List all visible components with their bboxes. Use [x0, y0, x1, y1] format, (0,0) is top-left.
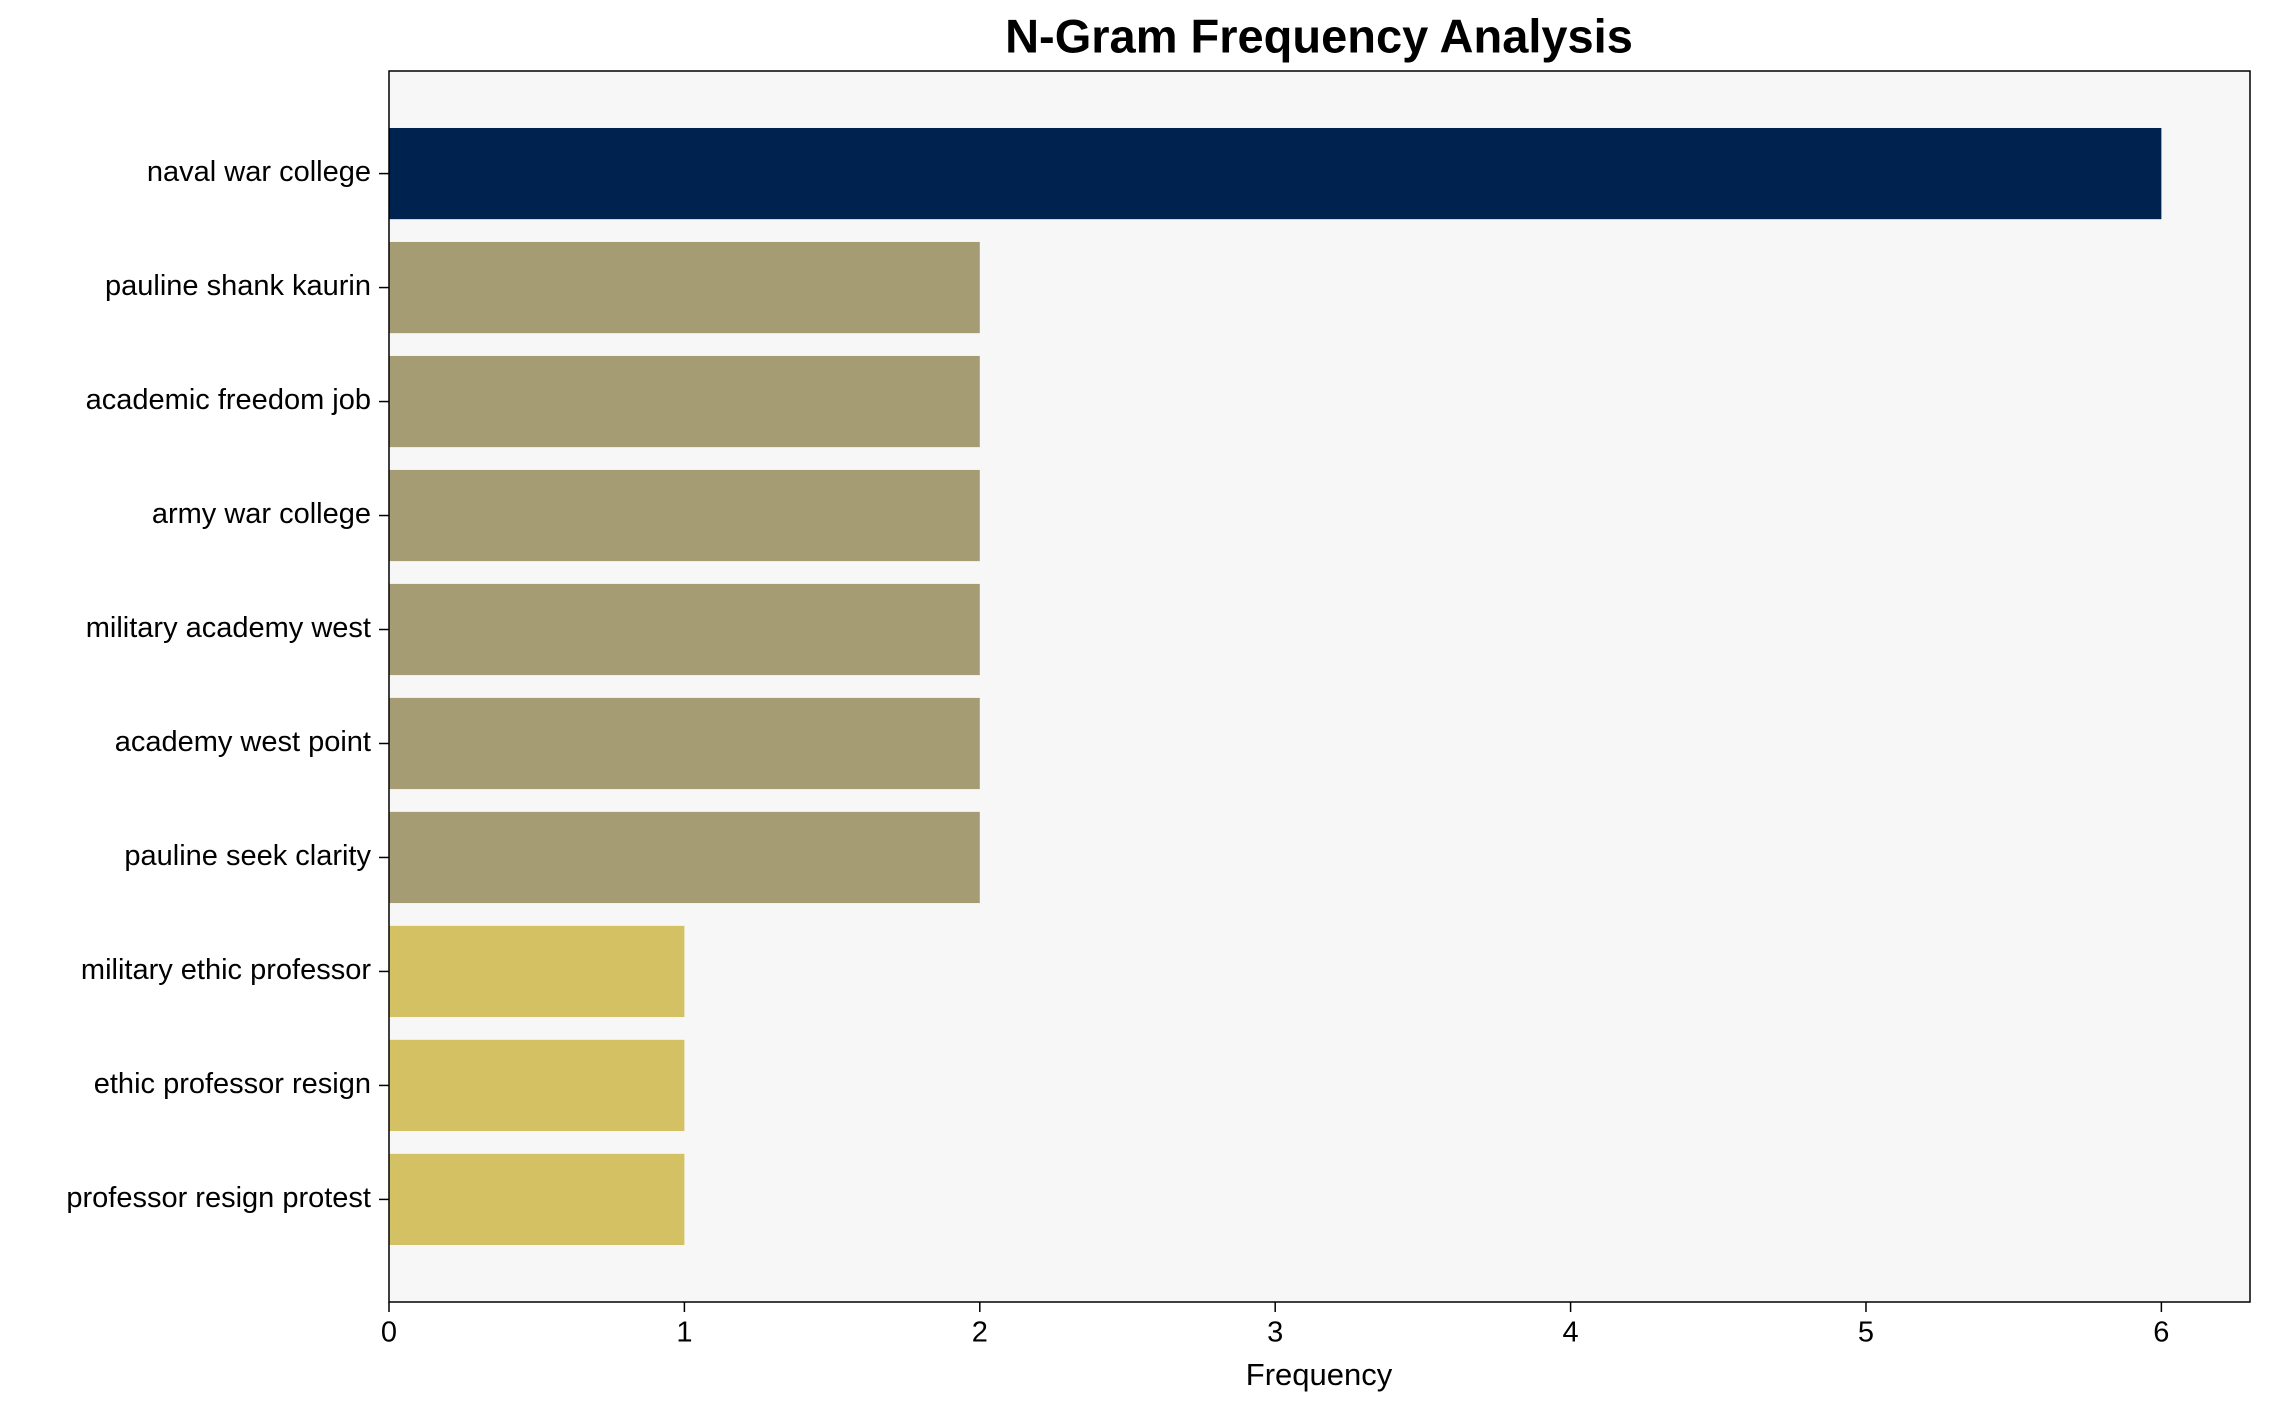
x-tick-label: 2 — [972, 1317, 988, 1349]
plot-frame — [388, 70, 2251, 1303]
x-tick-label: 5 — [1858, 1317, 1874, 1349]
bar — [389, 925, 685, 1018]
y-tick-label: naval war college — [147, 156, 371, 188]
bar — [389, 469, 980, 562]
y-tick-label: pauline shank kaurin — [105, 270, 371, 302]
x-tick-label: 6 — [2153, 1317, 2169, 1349]
x-axis-label: Frequency — [1246, 1357, 1393, 1392]
bar — [389, 811, 980, 904]
bar — [389, 127, 2162, 220]
x-tick-label: 0 — [381, 1317, 397, 1349]
x-tick-label: 3 — [1267, 1317, 1283, 1349]
x-tick-label: 4 — [1563, 1317, 1579, 1349]
bar — [389, 355, 980, 448]
y-tick-label: army war college — [152, 498, 371, 530]
bar — [389, 241, 980, 334]
y-tick-label: academic freedom job — [86, 384, 371, 416]
y-tick-label: military ethic professor — [81, 954, 371, 986]
y-tick-label: pauline seek clarity — [124, 840, 371, 872]
bar — [389, 1039, 685, 1132]
y-tick-label: academy west point — [115, 726, 371, 758]
y-tick-label: military academy west — [86, 612, 371, 644]
y-tick-label: ethic professor resign — [94, 1068, 371, 1100]
bar — [389, 697, 980, 790]
chart-title: N-Gram Frequency Analysis — [1005, 9, 1633, 62]
y-tick-label: professor resign protest — [66, 1182, 371, 1214]
x-tick-label: 1 — [676, 1317, 692, 1349]
bar — [389, 583, 980, 676]
bar — [389, 1153, 685, 1246]
